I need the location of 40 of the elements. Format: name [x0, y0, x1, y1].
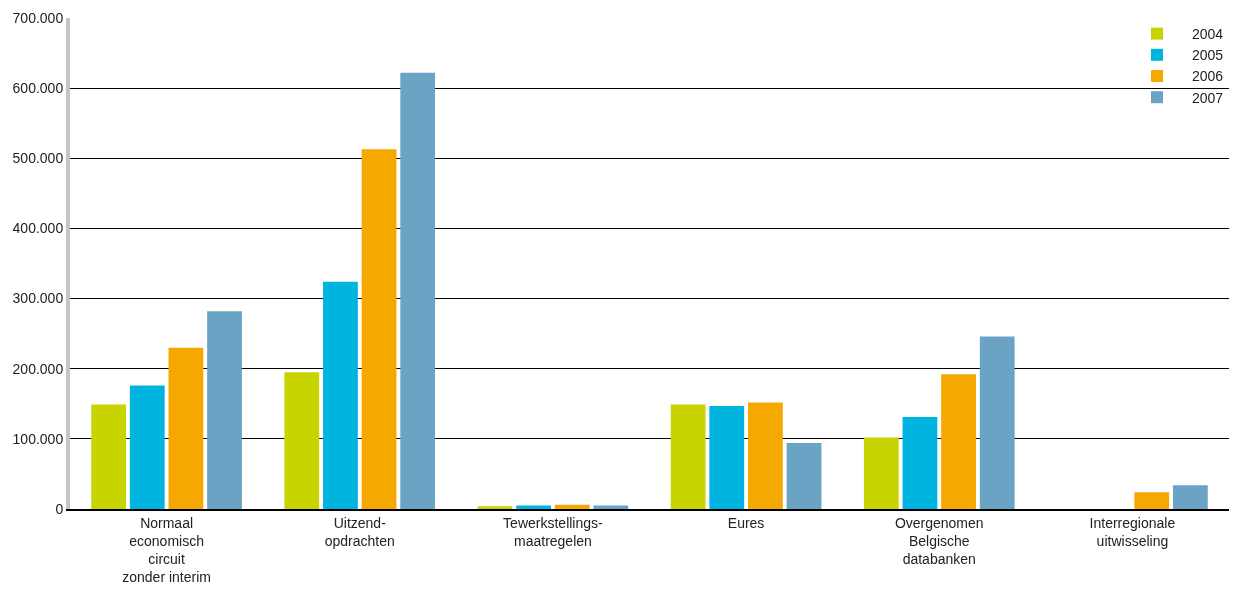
x-tick-label: Overgenomen Belgische databanken: [894, 514, 984, 568]
y-tick-label: 0: [55, 500, 64, 517]
legend-label: 2005: [1192, 47, 1224, 64]
bar: [1172, 485, 1208, 509]
bar: [361, 149, 397, 509]
y-tick-label: 700.000: [12, 9, 64, 26]
bar: [941, 374, 976, 509]
bar: [284, 372, 320, 509]
bar: [477, 506, 513, 509]
bar: [786, 443, 822, 509]
legend-label: 2006: [1192, 68, 1224, 85]
bar: [709, 405, 745, 509]
x-tick-label: Normaal economisch circuit zonder interim: [122, 514, 211, 586]
bar: [323, 281, 358, 509]
x-tick-label: Eures: [727, 514, 765, 531]
bar: [516, 505, 551, 509]
legend-label: 2007: [1192, 89, 1224, 106]
bar: [400, 72, 436, 509]
bar: [748, 402, 783, 509]
x-tick-label: Tewerkstellings- maatregelen: [503, 514, 604, 549]
bar: [91, 404, 127, 509]
x-tick-label: Interregionale uitwisseling: [1089, 514, 1176, 549]
bar: [670, 404, 706, 509]
bar: [593, 505, 629, 509]
bar: [554, 504, 590, 509]
x-tick-label: Uitzend- opdrachten: [324, 514, 395, 549]
y-tick-label: 300.000: [12, 290, 64, 307]
bar: [902, 417, 938, 509]
bar: [129, 385, 165, 509]
bar: [207, 311, 242, 509]
y-tick-label: 400.000: [12, 220, 64, 237]
y-tick-label: 600.000: [12, 80, 64, 97]
bar: [863, 437, 899, 509]
y-tick-label: 100.000: [12, 430, 64, 447]
bar: [979, 336, 1015, 509]
bar: [1134, 492, 1170, 509]
y-tick-label: 500.000: [12, 150, 64, 167]
y-tick-label: 200.000: [12, 360, 64, 377]
bar: [168, 347, 204, 509]
legend-label: 2004: [1192, 26, 1224, 43]
